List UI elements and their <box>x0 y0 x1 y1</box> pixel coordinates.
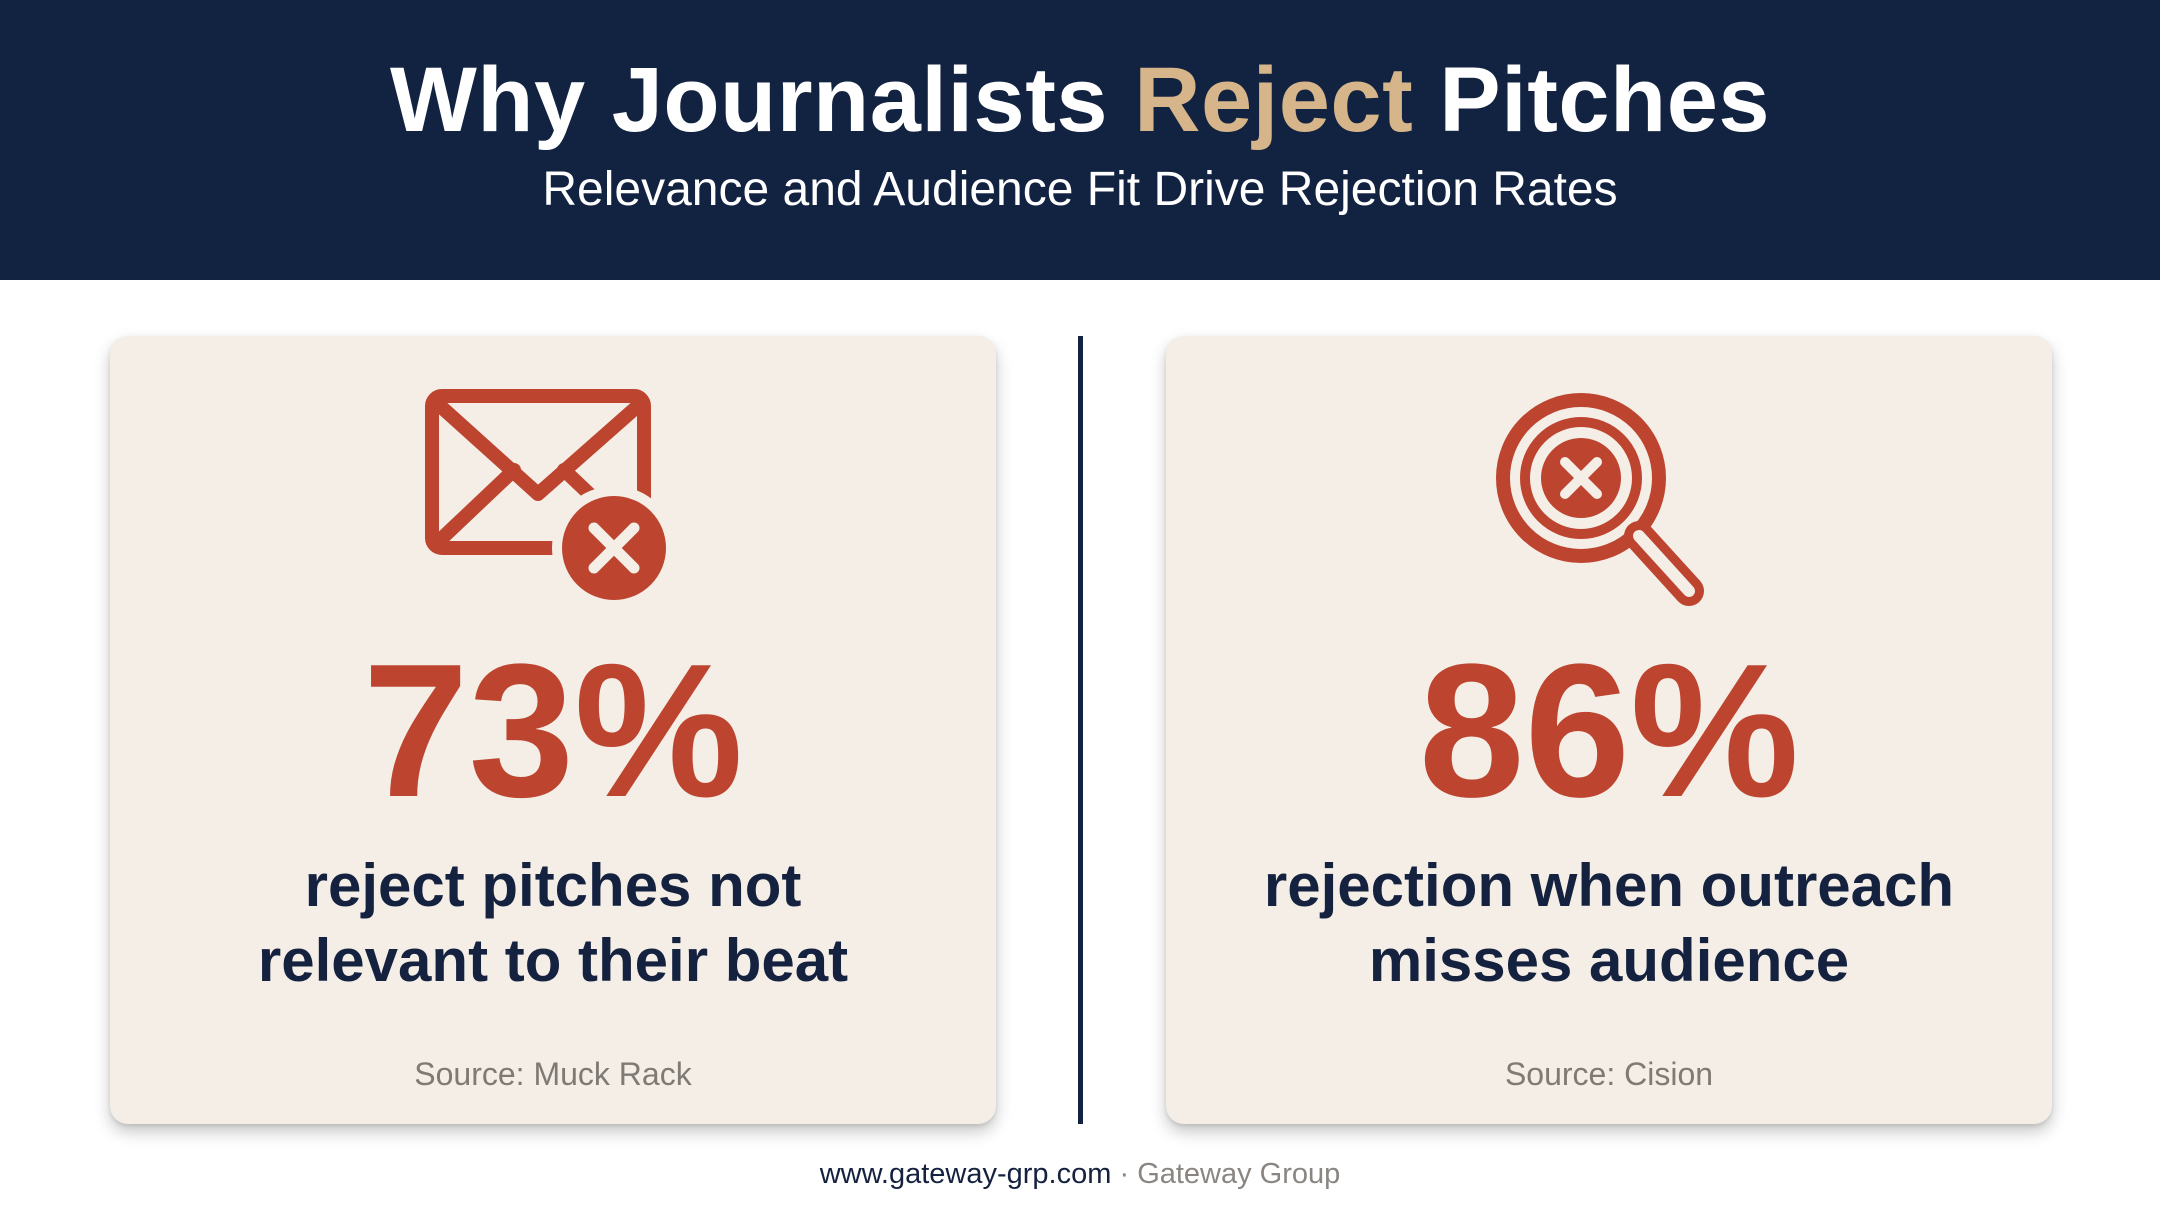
stat-description-line-1: reject pitches not <box>304 852 802 919</box>
search-rejected-icon <box>1166 386 2052 616</box>
page-subtitle: Relevance and Audience Fit Drive Rejecti… <box>542 163 1618 216</box>
stat-description-line-2: misses audience <box>1368 927 1850 994</box>
footer-separator: · <box>1111 1158 1138 1190</box>
stat-card-journalist-beat: 73% reject pitches not relevant to their… <box>110 336 996 1124</box>
stat-value: 86% <box>1418 625 1800 837</box>
title-part-1: Why Journalists <box>389 49 1135 151</box>
footer-company: Gateway Group <box>1137 1158 1341 1190</box>
footer-credit: www.gateway-grp.com · Gateway Group <box>0 1158 2160 1191</box>
email-rejected-icon <box>110 386 996 616</box>
title-part-2: Pitches <box>1413 49 1771 151</box>
footer-website-link[interactable]: www.gateway-grp.com <box>819 1158 1112 1190</box>
stat-card-audience-miss: 86% rejection when outreach misses audie… <box>1166 336 2052 1124</box>
stat-description-line-1: rejection when outreach <box>1263 852 1955 919</box>
source-label: Source: Muck Rack <box>414 1056 692 1092</box>
stat-description: rejection when outreach misses audience <box>1226 848 1992 998</box>
title-accent-word: Reject <box>1134 49 1414 151</box>
stat-value: 73% <box>362 625 744 837</box>
stat-description: reject pitches not relevant to their bea… <box>170 848 936 998</box>
header-banner: Why Journalists Reject Pitches Relevance… <box>0 0 2160 280</box>
vertical-divider <box>1078 336 1083 1124</box>
stat-description-line-2: relevant to their beat <box>257 927 849 994</box>
page-title: Why Journalists Reject Pitches <box>0 48 2160 153</box>
source-label: Source: Cision <box>1504 1056 1714 1092</box>
